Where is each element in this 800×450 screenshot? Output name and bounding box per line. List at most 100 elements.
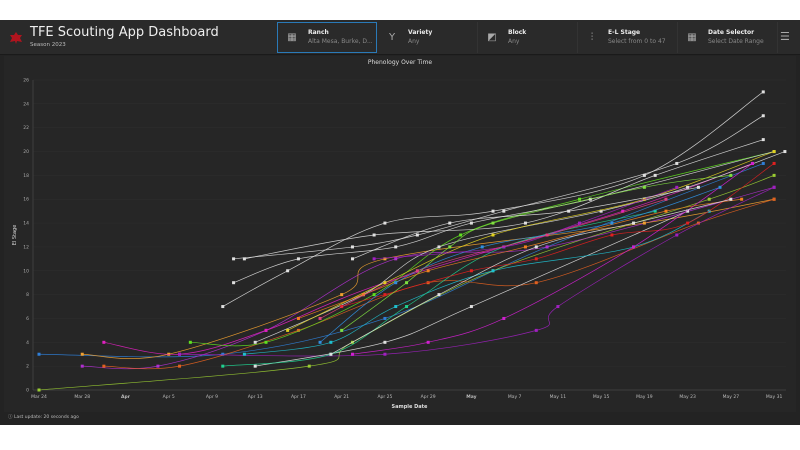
data-point [253, 364, 257, 368]
series-group [318, 197, 668, 320]
data-point [718, 185, 722, 189]
data-point [340, 293, 344, 297]
y-tick-label: 12 [23, 244, 29, 250]
data-point [653, 209, 657, 213]
x-tick-label: May 19 [636, 394, 653, 400]
data-point [307, 364, 311, 368]
x-tick-label: May [466, 394, 476, 400]
y-tick-label: 6 [26, 316, 29, 322]
variety-filter[interactable]: Y Variety Any [378, 22, 478, 53]
data-point [469, 269, 473, 273]
data-point [188, 340, 192, 344]
data-point [264, 340, 268, 344]
data-point [178, 364, 182, 368]
ranch-filter[interactable]: ▦ Ranch Alta Mesa, Burke, D... [277, 22, 377, 53]
data-point [545, 233, 549, 237]
x-tick-label: Apr 21 [334, 394, 349, 400]
data-point [686, 221, 690, 225]
data-point [491, 269, 495, 273]
data-point [686, 209, 690, 213]
header: TFE Scouting App Dashboard Season 2023 ▦… [0, 20, 800, 55]
data-point [383, 352, 387, 356]
data-point [469, 305, 473, 309]
block-filter[interactable]: ◩ Block Any [478, 22, 578, 53]
season-label: Season 2023 [30, 42, 66, 48]
data-point [480, 245, 484, 249]
app-title: TFE Scouting App Dashboard [30, 25, 219, 40]
data-point [729, 173, 733, 177]
series-group [350, 161, 754, 356]
data-point [437, 245, 441, 249]
data-point [675, 233, 679, 237]
filter-label: Variety [408, 29, 433, 36]
calendar-icon: ▦ [687, 31, 697, 43]
data-point [567, 209, 571, 213]
wine-glass-icon: Y [388, 31, 396, 43]
data-point [286, 269, 290, 273]
data-point [296, 257, 300, 261]
y-tick-label: 24 [23, 101, 29, 107]
x-tick-label: Apr 9 [206, 394, 218, 400]
series-line [374, 186, 677, 260]
filter-label: Block [508, 29, 527, 36]
data-point [632, 221, 636, 225]
data-point [664, 209, 668, 213]
data-point [523, 245, 527, 249]
data-point [534, 328, 538, 332]
data-point [350, 257, 354, 261]
x-tick-label: Apr 17 [291, 394, 306, 400]
series-line [255, 210, 688, 367]
data-point [394, 305, 398, 309]
series-line [244, 210, 710, 355]
data-point [502, 209, 506, 213]
series-group [350, 185, 700, 261]
data-point [372, 293, 376, 297]
filter-value: Select Date Range [708, 38, 764, 45]
data-point [653, 173, 657, 177]
series-line [352, 163, 753, 355]
el-stage-filter[interactable]: ⫶ E-L Stage Select from 0 to 47 [578, 22, 678, 53]
data-point [232, 281, 236, 285]
data-point [610, 233, 614, 237]
data-point [761, 90, 765, 94]
x-tick-label: May 31 [766, 394, 783, 400]
data-point [426, 340, 430, 344]
data-point [437, 293, 441, 297]
data-point [80, 364, 84, 368]
y-tick-label: 20 [23, 149, 29, 155]
chart-title: Phenology Over Time [367, 59, 433, 66]
x-tick-label: May 15 [593, 394, 610, 400]
series-group [318, 185, 722, 344]
data-point [545, 245, 549, 249]
data-point [318, 316, 322, 320]
x-tick-label: May 27 [723, 394, 740, 400]
data-point [415, 233, 419, 237]
series-group [253, 209, 690, 368]
y-tick-label: 4 [26, 340, 29, 346]
data-point [286, 328, 290, 332]
data-point [383, 281, 387, 285]
x-tick-label: Apr 5 [163, 394, 175, 400]
data-point [329, 340, 333, 344]
date-selector-filter[interactable]: ▦ Date Selector Select Date Range [678, 22, 778, 53]
data-point [102, 340, 106, 344]
data-point [772, 161, 776, 165]
data-point [578, 221, 581, 225]
y-tick-label: 22 [23, 125, 29, 131]
series-line [319, 186, 721, 343]
series-group [37, 161, 765, 358]
series-group [340, 173, 733, 332]
data-point [372, 257, 376, 261]
x-tick-label: Mar 24 [31, 394, 47, 400]
y-tick-label: 2 [26, 364, 29, 370]
y-tick-label: 10 [23, 268, 29, 274]
data-point [707, 197, 711, 201]
data-point [242, 352, 246, 356]
data-point [340, 328, 344, 332]
series-line [341, 163, 775, 307]
series-group [221, 90, 765, 309]
hamburger-icon[interactable]: ☰ [780, 30, 790, 43]
data-point [610, 221, 614, 225]
series-group [340, 161, 776, 309]
